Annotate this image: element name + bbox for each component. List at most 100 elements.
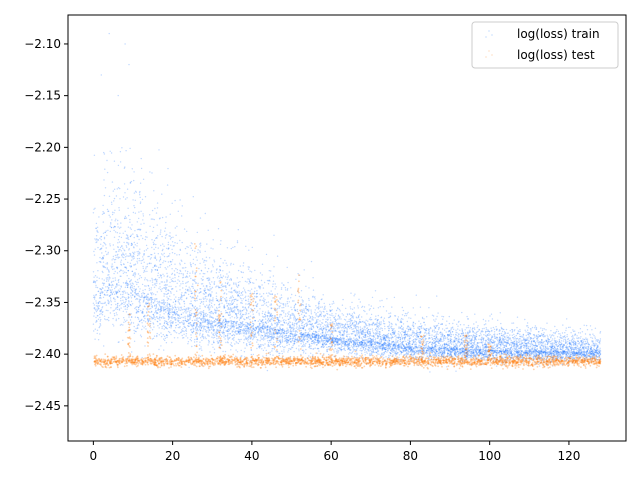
- train-point: [325, 343, 327, 345]
- train-point: [99, 313, 101, 316]
- train-point: [499, 330, 501, 332]
- train-point: [160, 253, 163, 255]
- train-point: [351, 301, 353, 304]
- train-point: [125, 245, 128, 247]
- train-point: [261, 322, 263, 324]
- train-point: [298, 348, 300, 350]
- train-point: [196, 299, 198, 302]
- train-point: [243, 351, 246, 353]
- train-point: [162, 273, 164, 275]
- train-point: [594, 344, 596, 346]
- train-point: [476, 326, 478, 329]
- train-point: [590, 352, 592, 355]
- train-point: [322, 318, 324, 321]
- train-point: [410, 348, 413, 351]
- train-point: [113, 272, 115, 275]
- train-point: [336, 324, 338, 327]
- train-point: [294, 336, 297, 338]
- train-point: [410, 317, 412, 319]
- train-point: [255, 328, 257, 330]
- train-point: [389, 345, 391, 347]
- train-point: [171, 248, 173, 251]
- train-point: [345, 344, 347, 346]
- train-point: [356, 334, 358, 336]
- train-point: [213, 282, 215, 284]
- train-point: [599, 332, 601, 334]
- train-point: [456, 323, 458, 325]
- train-point: [380, 353, 382, 355]
- train-point: [142, 215, 145, 217]
- train-point: [459, 329, 461, 331]
- train-point: [326, 325, 329, 327]
- train-point: [229, 306, 232, 309]
- train-point: [345, 327, 347, 329]
- train-point: [310, 334, 313, 336]
- train-point: [502, 337, 505, 340]
- train-point: [339, 310, 341, 312]
- train-point: [208, 257, 211, 259]
- train-point: [320, 298, 322, 301]
- train-point: [341, 329, 343, 331]
- train-point: [556, 336, 559, 338]
- train-point: [361, 352, 363, 355]
- train-point: [462, 352, 464, 355]
- train-point: [144, 288, 146, 291]
- train-point: [139, 248, 141, 250]
- train-point: [295, 319, 298, 321]
- train-point: [112, 291, 115, 293]
- train-point: [104, 187, 107, 189]
- train-point: [502, 342, 504, 344]
- train-point: [418, 338, 420, 340]
- train-point: [264, 303, 266, 305]
- train-point: [398, 330, 400, 333]
- train-point: [137, 292, 139, 295]
- train-point: [446, 336, 448, 339]
- train-point: [429, 354, 431, 356]
- train-point: [106, 279, 108, 281]
- train-point: [265, 301, 268, 304]
- train-point: [102, 232, 105, 234]
- train-point: [388, 312, 390, 315]
- train-point: [596, 340, 599, 343]
- train-point: [194, 300, 197, 302]
- train-point: [201, 324, 203, 326]
- train-point: [174, 280, 177, 282]
- train-point: [301, 322, 303, 325]
- train-point: [130, 234, 132, 236]
- train-point: [167, 321, 169, 324]
- train-point: [458, 336, 460, 338]
- train-point: [583, 356, 585, 358]
- train-point: [207, 229, 209, 231]
- train-point: [136, 245, 138, 247]
- train-point: [230, 247, 232, 250]
- train-point: [206, 298, 208, 300]
- train-point: [204, 292, 207, 294]
- train-point: [113, 160, 116, 162]
- train-point: [256, 305, 258, 307]
- train-point: [237, 281, 240, 284]
- train-point: [593, 334, 595, 337]
- train-point: [325, 331, 327, 333]
- train-point: [105, 230, 107, 232]
- train-point: [145, 328, 147, 330]
- train-point: [204, 273, 206, 275]
- train-point: [368, 336, 370, 338]
- train-point: [449, 349, 451, 352]
- train-point: [198, 298, 201, 301]
- train-point: [355, 327, 357, 329]
- train-point: [117, 253, 119, 256]
- train-point: [140, 235, 142, 237]
- train-point: [476, 352, 478, 354]
- train-point: [103, 315, 106, 317]
- train-point: [238, 328, 240, 330]
- train-point: [336, 344, 339, 346]
- train-point: [190, 324, 193, 326]
- train-point: [344, 343, 347, 345]
- train-point: [238, 290, 240, 293]
- train-point: [155, 243, 157, 246]
- train-point: [493, 347, 495, 349]
- train-point: [280, 324, 282, 326]
- train-point: [430, 346, 432, 349]
- train-point: [273, 344, 275, 346]
- train-point: [356, 325, 358, 328]
